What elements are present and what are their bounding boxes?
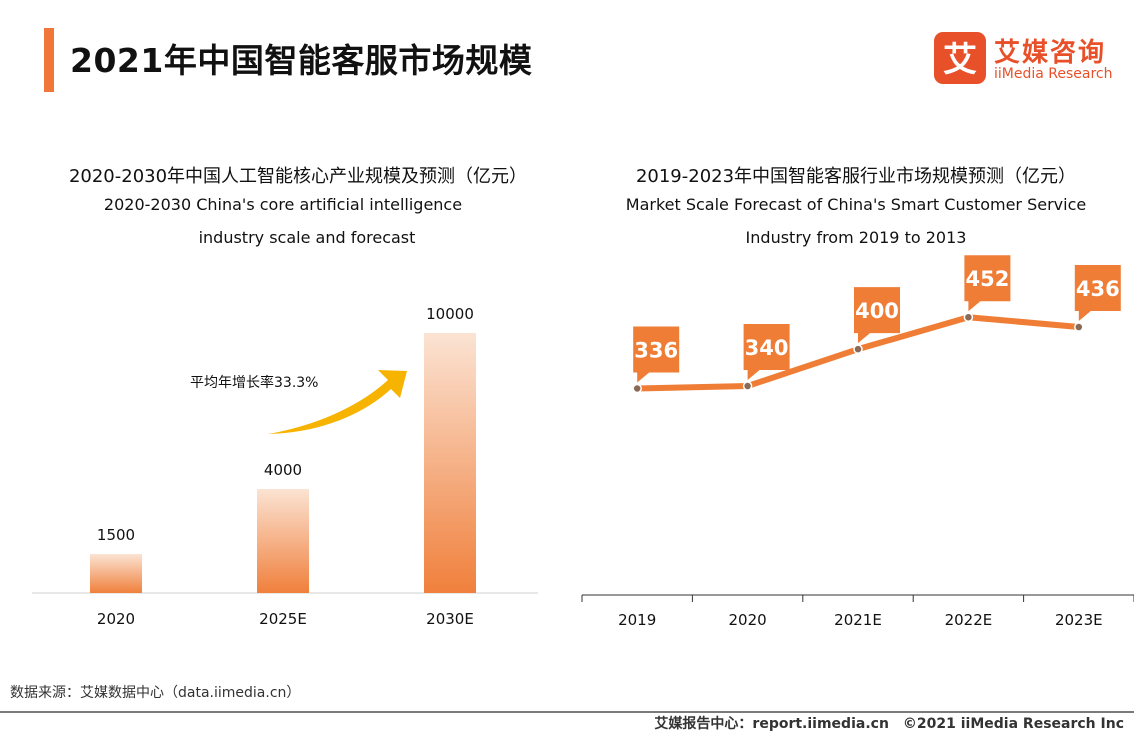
bar-2025E [257, 489, 309, 593]
logo-cn-text: 艾媒咨询 [994, 38, 1107, 68]
footer-copyright: ©2021 iiMedia Research Inc [902, 716, 1124, 732]
bar-2030E [424, 333, 476, 593]
title-accent-bar [44, 28, 54, 92]
bar-chart: 1500 2020 4000 2025E 10000 2030E 平均年增长率33.3% [32, 305, 538, 628]
data-source: 数据来源：艾媒数据中心（data.iimedia.cn） [10, 685, 301, 701]
line-category-label: 2019 [618, 611, 656, 629]
logo-en-text: iiMedia Research [994, 66, 1113, 82]
line-point-2023E [1074, 322, 1084, 332]
footer-report-center: 艾媒报告中心：report.iimedia.cn [654, 716, 889, 732]
callout-box [743, 324, 790, 381]
value-callout: 340 [743, 324, 790, 381]
right-chart-title-en-1: Market Scale Forecast of China's Smart C… [625, 195, 1087, 214]
line-chart-ticks: 2019 2020 2021E 2022E 2023E [581, 595, 1134, 629]
left-chart-title-en-1: 2020-2030 China's core artificial intell… [103, 195, 463, 214]
line-value-label: 436 [1076, 277, 1120, 301]
growth-arrow-icon [268, 370, 407, 434]
page-title: 2021年中国智能客服市场规模 [70, 41, 533, 80]
logo-mark-text: 艾 [943, 40, 977, 80]
line-point-2019 [632, 383, 642, 394]
left-chart-title-cn: 2020-2030年中国人工智能核心产业规模及预测（亿元） [68, 166, 528, 187]
line-category-label: 2020 [729, 611, 767, 629]
bar-category-label: 2025E [259, 610, 307, 628]
bar-category-label: 2020 [97, 610, 135, 628]
line-point-2020 [742, 381, 753, 391]
left-chart-title-en-2: industry scale and forecast [198, 228, 416, 247]
growth-rate-annotation: 平均年增长率33.3% [190, 374, 318, 391]
line-marks: 336 340 400 452 436 [632, 255, 1121, 394]
bar-value-label: 10000 [426, 305, 474, 323]
value-callout: 336 [633, 326, 680, 383]
right-chart-title-en-2: Industry from 2019 to 2013 [745, 228, 967, 247]
logo-mark-glyph-icon: 艾 [943, 40, 977, 80]
logo-mark-icon: 艾 [934, 32, 986, 84]
line-value-label: 400 [855, 299, 899, 323]
line-category-label: 2021E [834, 611, 882, 629]
value-callout: 436 [1074, 265, 1121, 322]
bar-2020 [90, 554, 142, 593]
bar-marks: 1500 2020 4000 2025E 10000 2030E [90, 305, 476, 628]
value-callout: 452 [964, 255, 1011, 312]
footer-info: 艾媒报告中心：report.iimedia.cn ©2021 iiMedia Re… [640, 713, 1124, 733]
callout-box [633, 326, 680, 383]
line-category-label: 2023E [1055, 611, 1103, 629]
value-callout: 400 [854, 287, 900, 344]
bar-category-label: 2030E [426, 610, 474, 628]
line-value-label: 452 [965, 267, 1009, 291]
line-point-2021E [853, 344, 863, 354]
footer-divider [0, 711, 1134, 713]
callout-box [854, 287, 900, 344]
line-value-label: 340 [745, 336, 789, 360]
callout-box [964, 255, 1011, 312]
bar-value-label: 1500 [97, 526, 135, 544]
callout-box [1074, 265, 1121, 322]
line-category-label: 2022E [945, 611, 993, 629]
line-chart: 2019 2020 2021E 2022E 2023E 336 340 400 452 436 [581, 255, 1134, 629]
iimedia-logo: 艾 艾媒咨询 iiMedia Research [934, 32, 1114, 86]
line-value-label: 336 [634, 339, 678, 363]
bar-value-label: 4000 [264, 461, 302, 479]
right-chart-title-cn: 2019-2023年中国智能客服行业市场规模预测（亿元） [635, 166, 1077, 187]
line-point-2022E [963, 312, 974, 322]
